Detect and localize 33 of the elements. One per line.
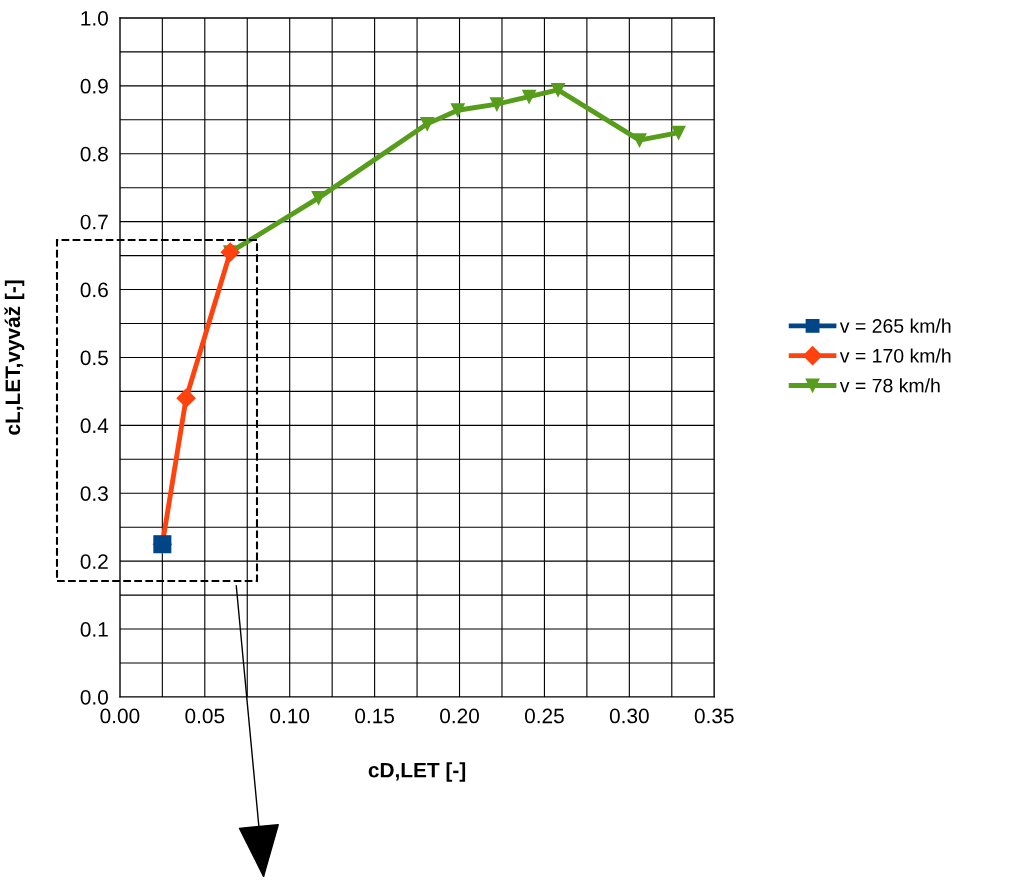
legend-label: v = 265 km/h bbox=[839, 318, 951, 333]
point bbox=[522, 89, 537, 104]
y-tick-label: 0.4 bbox=[80, 418, 109, 434]
point bbox=[671, 125, 686, 140]
x-tick-label: 0.05 bbox=[185, 708, 225, 724]
point bbox=[489, 97, 504, 112]
point bbox=[632, 133, 647, 148]
point bbox=[450, 103, 465, 118]
y-tick-label: 1.0 bbox=[81, 10, 108, 26]
y-tick-label: 0.3 bbox=[80, 486, 108, 501]
x-tick-label: 0.35 bbox=[694, 708, 734, 724]
x-tick-label: 0.20 bbox=[440, 708, 479, 724]
y-tick-label: 0.6 bbox=[80, 282, 108, 298]
x-tick-label: 0.10 bbox=[270, 708, 310, 724]
x-tick-label: 0.30 bbox=[609, 708, 649, 724]
point bbox=[420, 116, 435, 131]
x-tick-label: 0.15 bbox=[355, 708, 395, 724]
x-axis-title: cD,LET [-] bbox=[368, 762, 466, 782]
point bbox=[176, 388, 196, 408]
point bbox=[551, 82, 565, 97]
x-tick-label: 0.00 bbox=[100, 708, 140, 724]
y-tick-label: 0.9 bbox=[80, 78, 108, 94]
legend-label: v = 170 km/h bbox=[839, 348, 951, 363]
y-tick-label: 0.0 bbox=[80, 689, 108, 705]
y-tick-label: 0.2 bbox=[80, 554, 108, 569]
y-tick-label: 0.5 bbox=[80, 350, 108, 366]
y-axis-title: cL,LET,vyváž [-] bbox=[4, 280, 25, 435]
y-tick-label: 0.7 bbox=[80, 214, 108, 230]
legend-label: v = 78 km/h bbox=[839, 378, 940, 393]
y-tick-label: 0.8 bbox=[80, 146, 108, 162]
point bbox=[311, 190, 326, 205]
y-tick-label: 0.1 bbox=[80, 622, 108, 637]
x-tick-label: 0.25 bbox=[524, 708, 564, 724]
